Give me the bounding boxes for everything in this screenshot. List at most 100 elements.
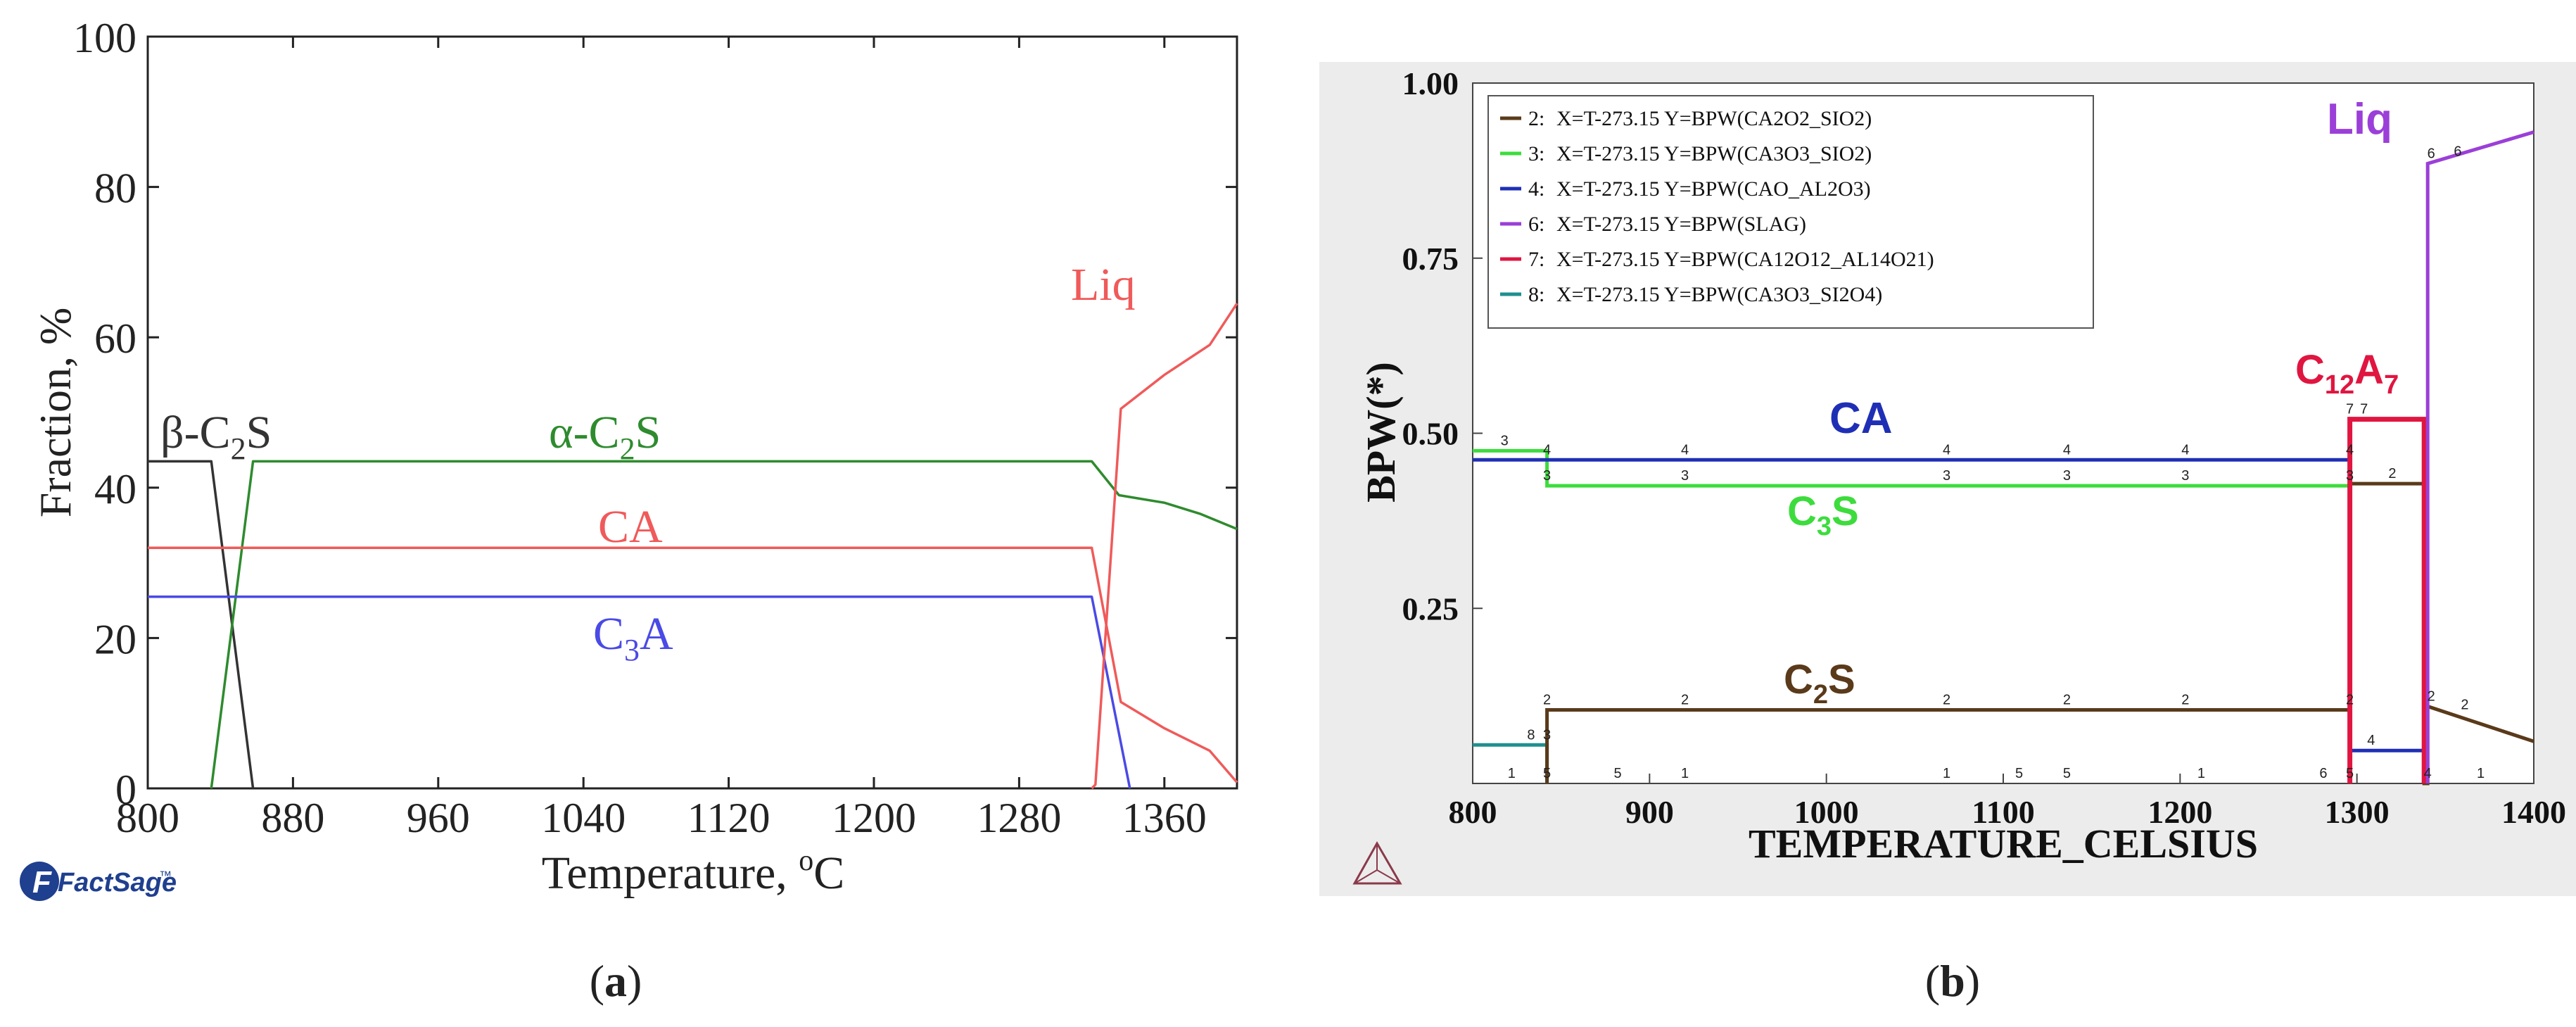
panel-b-legend: 2: X=T-273.15 Y=BPW(CA2O2_SIO2) 3: X=T-273.…	[1487, 95, 2094, 329]
panel-a-label-alpha-c2s: α-C2S	[549, 407, 661, 466]
b-marker-label: 4	[1943, 442, 1950, 458]
a-x-tick-label: 880	[261, 795, 324, 841]
panel-b-series	[1473, 130, 2534, 786]
b-marker-label: 4	[2424, 766, 2432, 781]
a-x-tick-label: 1040	[541, 795, 626, 841]
b-marker-label: 3	[1681, 468, 1689, 484]
panel-b-legend-box	[1487, 95, 2094, 329]
panel-a-label-beta-c2s: β-C2S	[160, 407, 272, 466]
b-marker-label: 3	[1543, 468, 1551, 484]
thermocalc-logo-icon	[1352, 840, 1402, 885]
b-legend-number: 4:	[1528, 177, 1544, 201]
b-x-tick-label: 800	[1449, 794, 1497, 830]
b-series-line	[2347, 417, 2427, 783]
panel-b-label-c2s: C2S	[1784, 657, 1855, 710]
panel-a-series	[148, 303, 1238, 790]
b-x-tick-label: 1400	[2501, 794, 2566, 830]
a-x-tick-label: 1120	[687, 795, 770, 841]
factsage-logo: F FactSage ™	[20, 862, 177, 901]
a-x-tick-label: 1360	[1122, 795, 1207, 841]
b-marker-label: 1	[1943, 766, 1950, 781]
b-marker-label: 4	[2181, 442, 2189, 458]
panel-b-tick-labels: 800 900 1000 1100 1200 1300 1400 0.25 0.50 0.75 1.…	[1402, 65, 2567, 830]
b-legend-entry: X=T-273.15 Y=BPW(CA3O3_SIO2)	[1556, 142, 1872, 165]
b-marker-label: 3	[1943, 468, 1950, 484]
a-series-line	[148, 546, 1238, 783]
b-series-line	[2425, 130, 2534, 783]
b-x-tick-label: 1000	[1794, 794, 1859, 830]
b-legend-number: 8:	[1528, 283, 1544, 306]
panel-a-tick-labels: 800 880 960 1040 1120 1200 1280 1360 0 20 40 60 80 10…	[73, 15, 1207, 841]
panel-a-label-liq: Liq	[1071, 259, 1136, 310]
panel-b-chart: 800 900 1000 1100 1200 1300 1400 0.25 0.50 0.75 1.…	[1319, 62, 2576, 1006]
panel-b-label-ca: CA	[1829, 394, 1893, 443]
a-x-tick-label: 800	[116, 795, 179, 841]
a-y-tick-label: 0	[115, 767, 137, 813]
b-marker-label: 6	[2454, 144, 2461, 159]
b-marker-label: 2	[1681, 693, 1689, 708]
svg-text:F: F	[32, 865, 52, 900]
a-x-tick-label: 960	[407, 795, 470, 841]
b-marker-label: 2	[2181, 693, 2189, 708]
panel-b-label-c3s: C3S	[1787, 489, 1859, 541]
b-marker-label: 2	[2388, 466, 2396, 481]
b-marker-label: 7	[2360, 402, 2368, 417]
b-marker-label: 2	[2063, 693, 2071, 708]
factsage-logo-text: FactSage	[58, 868, 177, 897]
b-legend-number: 7:	[1528, 248, 1544, 271]
a-y-tick-label: 80	[94, 165, 137, 212]
b-legend-number: 3:	[1528, 142, 1544, 165]
b-marker-label: 4	[1543, 442, 1551, 458]
a-series-line	[210, 460, 1238, 789]
panel-a-caption: (a)	[590, 956, 642, 1006]
b-marker-label: 2	[1543, 693, 1551, 708]
panel-a-label-c3a: C3A	[593, 608, 673, 667]
b-marker-label: 3	[2346, 468, 2354, 484]
panel-a-plot-frame	[146, 35, 1238, 790]
b-marker-label: 5	[1543, 766, 1551, 781]
b-y-tick-label: 0.75	[1402, 241, 1459, 277]
b-x-tick-label: 1300	[2325, 794, 2390, 830]
b-marker-label: 2	[2461, 697, 2468, 712]
a-y-tick-label: 100	[73, 15, 137, 61]
b-legend-entry: X=T-273.15 Y=BPW(CA2O2_SIO2)	[1556, 107, 1872, 130]
b-legend-entry: X=T-273.15 Y=BPW(CA3O3_SI2O4)	[1556, 283, 1882, 306]
a-y-tick-label: 40	[94, 466, 137, 512]
factsage-logo-emblem	[20, 862, 59, 901]
panel-b-axis-ticks	[1472, 82, 2534, 783]
panel-a-x-axis-label: Temperature, oC	[542, 845, 845, 899]
panel-b-x-axis-label: TEMPERATURE_CELSIUS	[1749, 821, 2258, 867]
b-marker-label: 4	[2367, 733, 2375, 748]
a-x-tick-label: 1280	[977, 795, 1061, 841]
b-x-tick-label: 1100	[1972, 794, 2034, 830]
panel-a-chart: 800 880 960 1040 1120 1200 1280 1360 0 20 40 60 80 10…	[20, 15, 1238, 1006]
panel-b-caption: (b)	[1925, 956, 1980, 1006]
a-series-line	[1091, 303, 1238, 790]
panel-a-label-ca: CA	[598, 501, 663, 553]
b-marker-label: 3	[1543, 727, 1551, 743]
b-marker-label: 8	[1527, 727, 1535, 743]
panel-b-y-axis-label: BPW(*)	[1358, 362, 1404, 503]
b-x-tick-label: 900	[1625, 794, 1674, 830]
b-marker-label: 1	[2197, 766, 2205, 781]
b-marker-label: 6	[2319, 766, 2327, 781]
b-legend-number: 6:	[1528, 213, 1544, 236]
factsage-logo-tm: ™	[159, 869, 172, 883]
b-marker-label: 1	[1681, 766, 1689, 781]
a-y-tick-label: 20	[94, 616, 137, 662]
panel-b-label-liq: Liq	[2327, 95, 2392, 144]
b-marker-label: 4	[2063, 442, 2071, 458]
b-marker-label: 4	[1681, 442, 1689, 458]
a-x-tick-label: 1200	[832, 795, 916, 841]
b-marker-label: 2	[2346, 693, 2354, 708]
b-legend-entry: X=T-273.15 Y=BPW(SLAG)	[1556, 213, 1806, 236]
b-marker-label: 7	[2346, 402, 2354, 417]
b-marker-label: 5	[2015, 766, 2023, 781]
a-y-tick-label: 60	[94, 315, 137, 362]
b-marker-label: 2	[1943, 693, 1950, 708]
b-marker-label: 1	[2477, 766, 2485, 781]
b-y-tick-label: 1.00	[1402, 65, 1459, 101]
b-marker-label: 5	[2063, 766, 2071, 781]
